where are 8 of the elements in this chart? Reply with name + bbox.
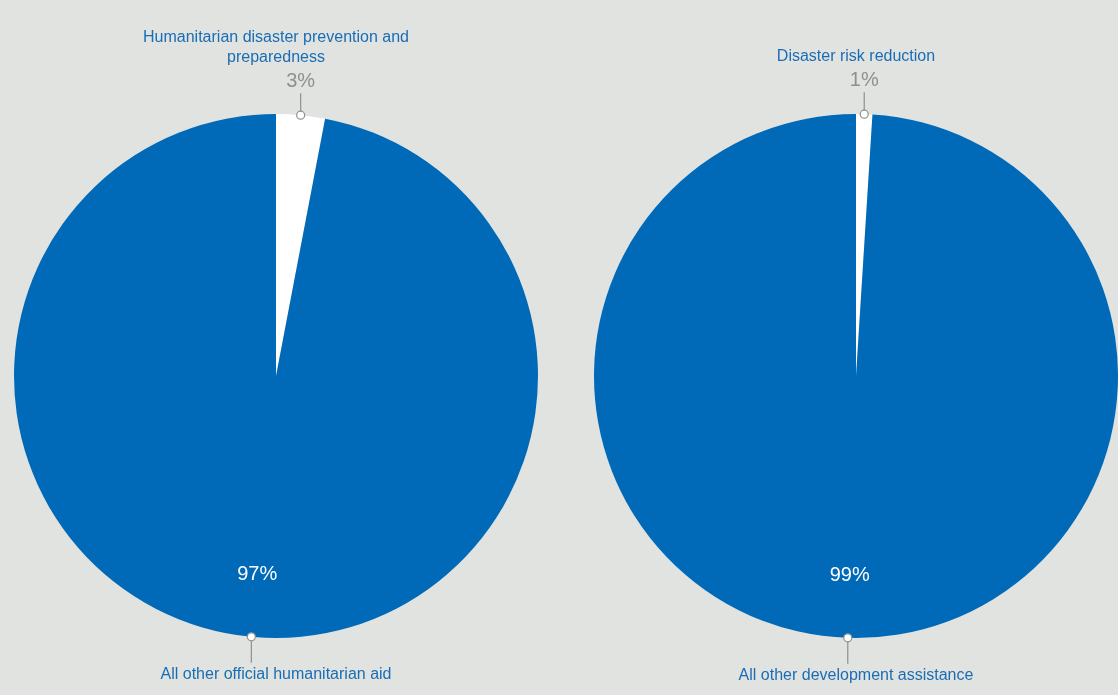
data-label: 97% [237,561,278,584]
slice-label: All other development assistance [738,666,974,684]
data-label: 99% [829,562,870,585]
data-label: 1% [849,67,879,90]
slice-label: All other official humanitarian aid [160,665,392,683]
slice-label: Humanitarian disaster prevention and preparedness [143,27,409,65]
slice-label: Disaster risk reduction [776,46,936,64]
data-label: 3% [286,68,316,91]
